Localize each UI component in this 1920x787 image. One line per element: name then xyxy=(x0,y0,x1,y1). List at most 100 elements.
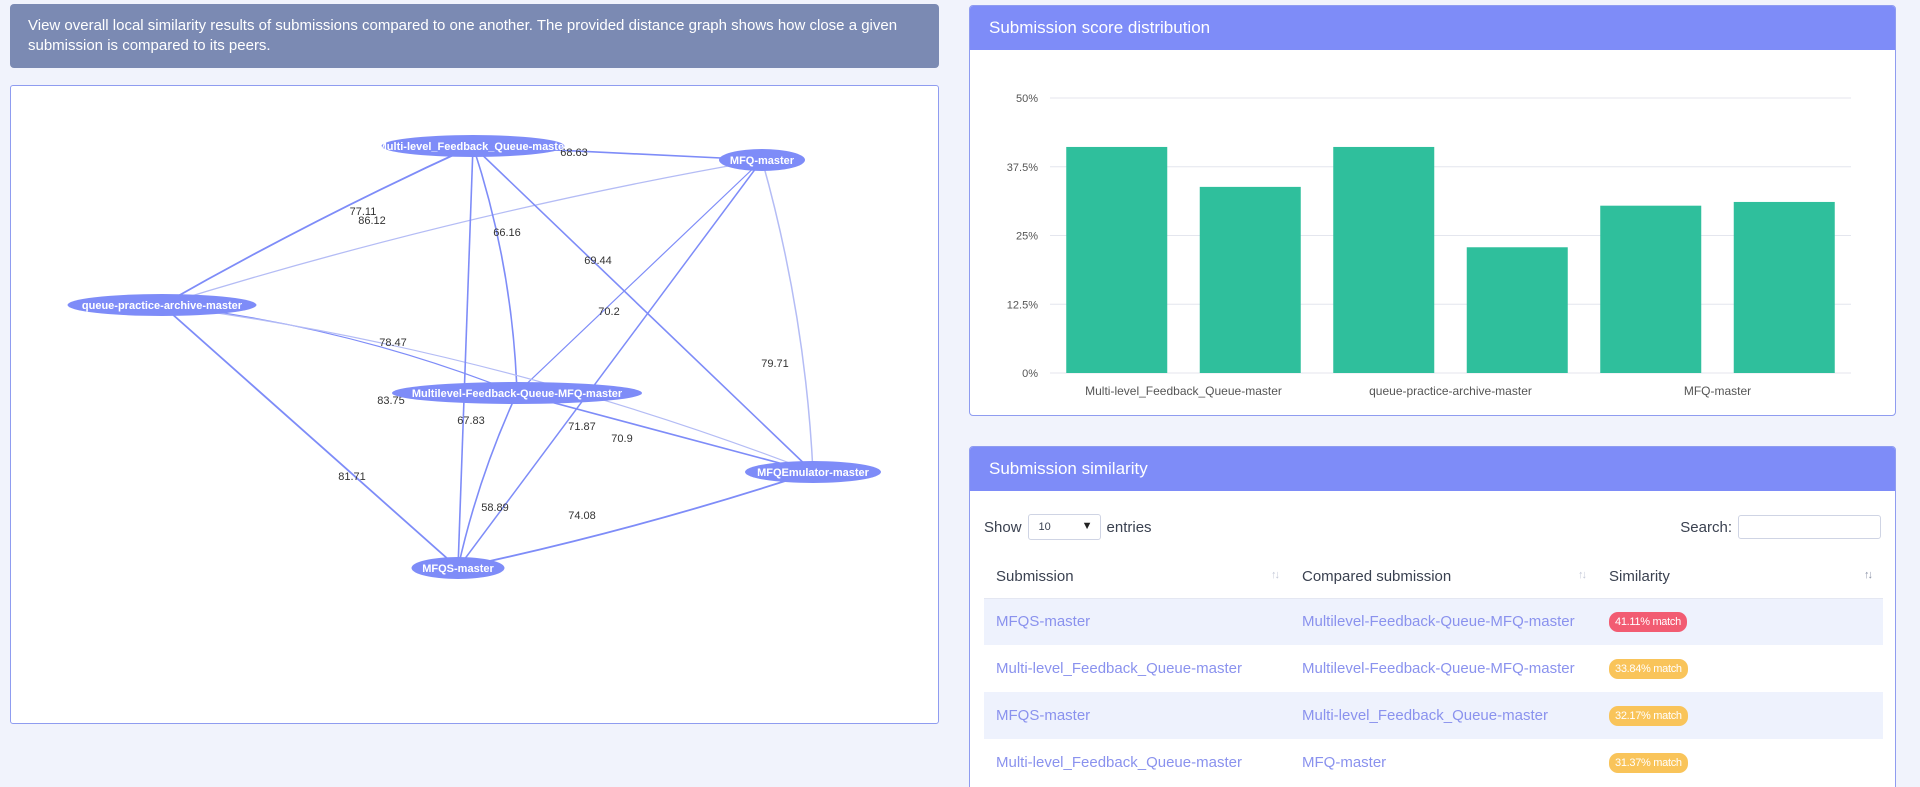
graph-nodes: Multi-level_Feedback_Queue-master MFQ-mas… xyxy=(67,135,881,579)
score-distribution-title: Submission score distribution xyxy=(970,6,1895,50)
sort-icon: ↑↓ xyxy=(1271,569,1280,581)
similarity-cell: 31.37% match xyxy=(1597,739,1883,786)
graph-node-qpa[interactable]: queue-practice-archive-master xyxy=(67,294,257,316)
similarity-badge: 32.17% match xyxy=(1609,705,1688,726)
submission-similarity-card: Submission similarity Show 10 ▼ entries … xyxy=(969,446,1896,787)
graph-edge xyxy=(761,159,814,473)
graph-edge xyxy=(472,145,814,473)
similarity-cell: 32.17% match xyxy=(1597,692,1883,739)
chart-y-tick-label: 0% xyxy=(1022,368,1038,380)
similarity-badge: 33.84% match xyxy=(1609,658,1688,679)
entries-value: 10 xyxy=(1038,521,1051,533)
graph-edge xyxy=(161,304,459,569)
graph-edge-label: 77.11 xyxy=(350,206,377,218)
chart-x-tick-label: MFQ-master xyxy=(1684,384,1751,398)
graph-edge xyxy=(472,145,518,394)
similarity-cell: 41.11% match xyxy=(1597,598,1883,645)
graph-edge-label: 79.71 xyxy=(761,358,789,370)
column-header-label: Compared submission xyxy=(1302,568,1452,586)
graph-edge xyxy=(161,145,474,306)
submission-link[interactable]: MFQS-master xyxy=(996,613,1091,631)
chevron-down-icon: ▼ xyxy=(1081,520,1093,532)
show-label: Show xyxy=(984,518,1022,536)
column-header-submission[interactable]: Submission ↑↓ xyxy=(984,556,1290,599)
submission-link[interactable]: MFQS-master xyxy=(996,707,1091,724)
table-row: Multi-level_Feedback_Queue-master Multile… xyxy=(984,645,1883,692)
search-input[interactable] xyxy=(1738,515,1881,539)
graph-node-label: queue-practice-archive-master xyxy=(82,300,243,312)
graph-edge xyxy=(161,304,518,394)
graph-edge xyxy=(161,159,763,306)
table-controls: Show 10 ▼ entries Search: xyxy=(984,512,1881,542)
graph-edge xyxy=(457,145,474,569)
graph-edge xyxy=(161,304,814,473)
graph-node-mlfqmfq[interactable]: Multilevel-Feedback-Queue-MFQ-master xyxy=(392,382,642,404)
graph-node-shape[interactable] xyxy=(67,294,257,316)
chart-bar xyxy=(1466,247,1568,373)
graph-node-shape[interactable] xyxy=(411,557,505,579)
similarity-cell: 33.84% match xyxy=(1597,645,1883,692)
similarity-badge: 31.37% match xyxy=(1609,752,1688,773)
compared-submission-link[interactable]: Multi-level_Feedback_Queue-master xyxy=(1302,707,1548,724)
column-header-similarity[interactable]: Similarity ↑↓ xyxy=(1597,556,1883,599)
chart-bar xyxy=(1066,146,1168,373)
score-distribution-card: Submission score distribution 0% 12.5% 25%… xyxy=(969,5,1896,416)
compared-submission-link[interactable]: Multilevel-Feedback-Queue-MFQ-master xyxy=(1302,613,1575,631)
graph-edge xyxy=(516,159,763,394)
graph-node-shape[interactable] xyxy=(719,149,805,171)
graph-node-label: MFQEmulator-master xyxy=(757,467,870,479)
submission-link[interactable]: Multi-level_Feedback_Queue-master xyxy=(996,754,1242,771)
graph-edge-label: 68.63 xyxy=(560,147,588,159)
graph-edge-label: 86.12 xyxy=(358,215,386,227)
search-control: Search: xyxy=(1680,512,1881,542)
graph-node-mfq[interactable]: MFQ-master xyxy=(719,149,805,171)
graph-edge-label: 81.71 xyxy=(338,471,366,483)
entries-select[interactable]: 10 ▼ xyxy=(1027,514,1101,540)
chart-x-tick-label: queue-practice-archive-master xyxy=(1369,384,1532,398)
similarity-table: Submission ↑↓ Compared submission ↑↓ Sim… xyxy=(984,556,1883,786)
compared-submission-link[interactable]: MFQ-master xyxy=(1302,754,1387,771)
graph-node-mlfq[interactable]: Multi-level_Feedback_Queue-master xyxy=(378,135,569,157)
chart-bar xyxy=(1600,205,1702,373)
chart-y-tick-label: 25% xyxy=(1016,231,1038,243)
graph-edge-label: 83.75 xyxy=(377,395,405,407)
graph-edge-label: 66.16 xyxy=(493,227,521,239)
chart-y-tick-label: 50% xyxy=(1016,93,1038,105)
chart-x-tick-label: Multi-level_Feedback_Queue-master xyxy=(1085,384,1282,398)
chart-gridlines xyxy=(1050,97,1851,374)
compared-submission-link[interactable]: Multilevel-Feedback-Queue-MFQ-master xyxy=(1302,660,1575,677)
graph-node-label: MFQS-master xyxy=(422,563,494,575)
graph-node-mfqs[interactable]: MFQS-master xyxy=(411,557,505,579)
graph-node-label: MFQ-master xyxy=(730,155,795,167)
graph-node-label: Multilevel-Feedback-Queue-MFQ-master xyxy=(412,388,623,400)
graph-edge-label: 74.08 xyxy=(568,510,596,522)
column-header-label: Similarity xyxy=(1609,568,1670,586)
submission-similarity-title: Submission similarity xyxy=(970,447,1895,491)
chart-bar xyxy=(1733,201,1835,373)
score-distribution-chart: 0% 12.5% 25% 37.5% 50% Multi-level_Feedback_Q… xyxy=(1007,93,1851,398)
graph-edge xyxy=(457,471,814,569)
table-row: MFQS-master Multi-level_Feedback_Queue-ma… xyxy=(984,692,1883,739)
graph-node-shape[interactable] xyxy=(381,135,565,157)
chart-bar xyxy=(1199,186,1301,373)
chart-y-tick-label: 37.5% xyxy=(1007,162,1038,174)
graph-edge-label: 69.44 xyxy=(584,255,612,267)
graph-node-shape[interactable] xyxy=(745,461,881,483)
graph-node-mfqe[interactable]: MFQEmulator-master xyxy=(745,461,881,483)
graph-edge xyxy=(516,392,814,473)
info-banner: View overall local similarity results of… xyxy=(10,4,939,68)
graph-edge-label: 71.87 xyxy=(568,421,596,433)
graph-edge xyxy=(457,159,763,569)
sort-icon: ↑↓ xyxy=(1578,569,1587,581)
graph-edge-label: 58.89 xyxy=(481,502,509,514)
submission-link[interactable]: Multi-level_Feedback_Queue-master xyxy=(996,660,1242,677)
graph-edge-label: 70.9 xyxy=(611,433,632,445)
graph-node-shape[interactable] xyxy=(392,382,642,404)
graph-edge-label: 78.47 xyxy=(379,337,407,349)
graph-edge-label: 67.83 xyxy=(457,415,485,427)
column-header-compared[interactable]: Compared submission ↑↓ xyxy=(1290,556,1597,599)
sort-icon: ↑↓ xyxy=(1864,569,1873,581)
search-label: Search: xyxy=(1680,518,1732,536)
